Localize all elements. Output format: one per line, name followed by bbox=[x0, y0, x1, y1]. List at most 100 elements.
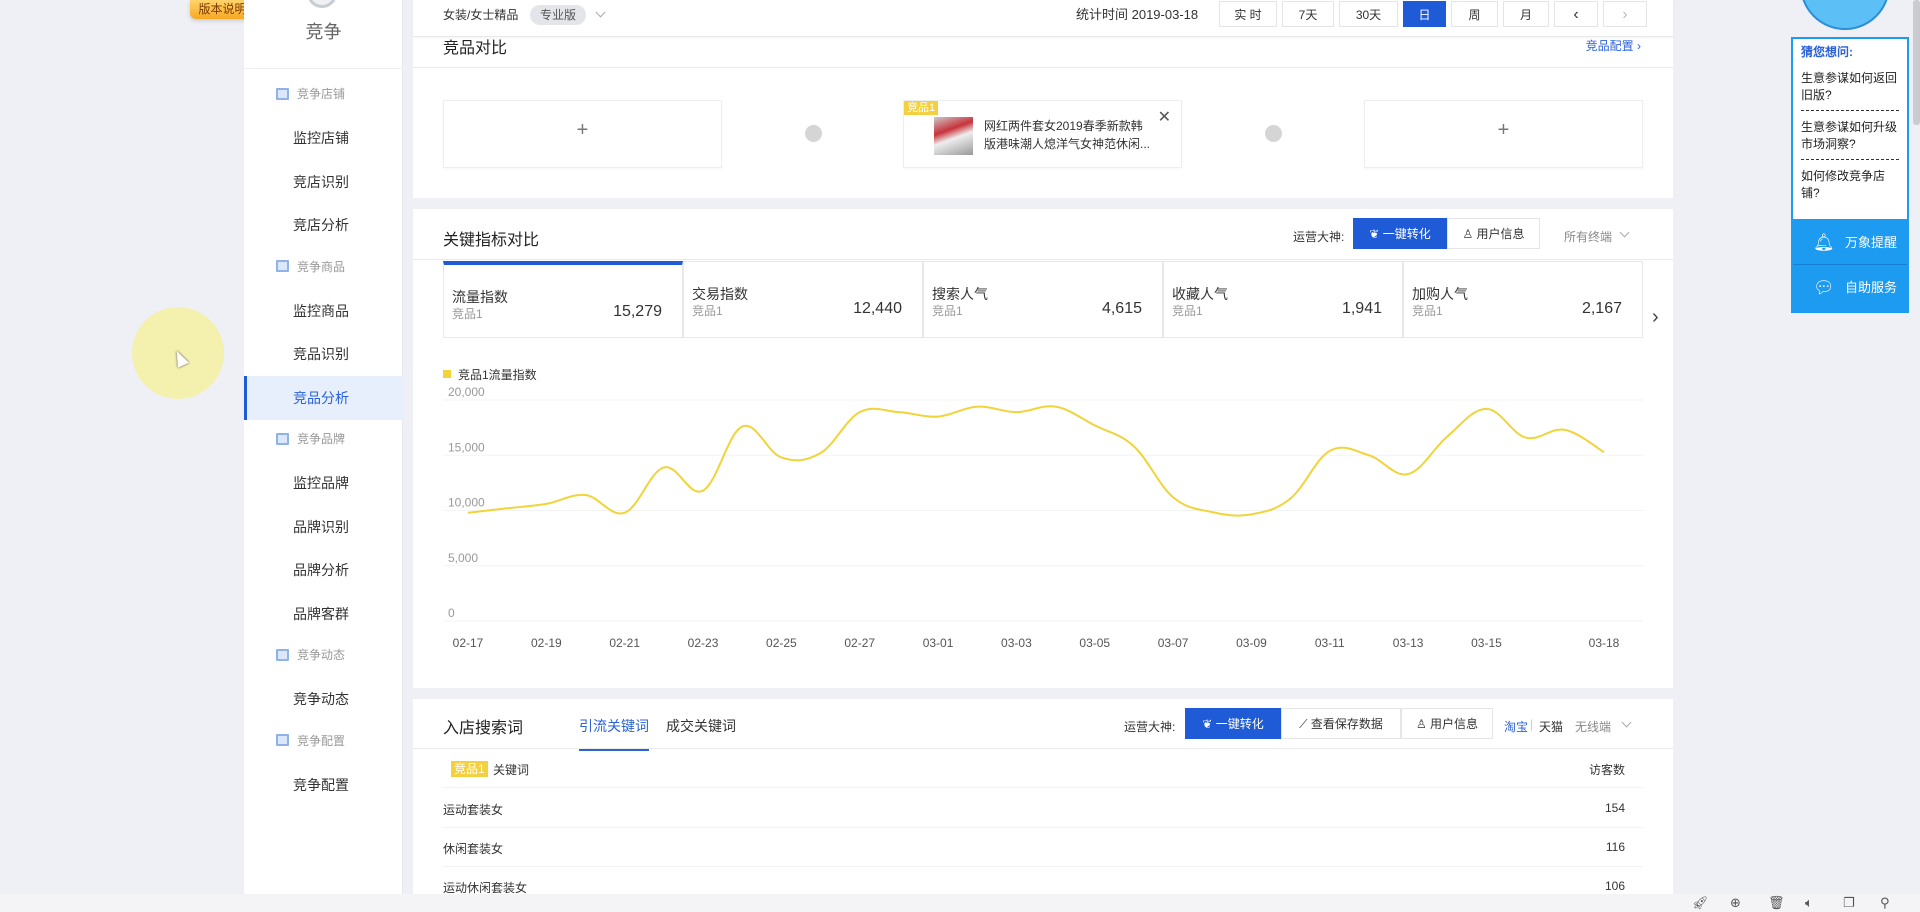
competitor-product-card[interactable]: 竞品1 网红两件套女2019春季新款韩版港味潮人熄洋气女神范休闲... ✕ bbox=[903, 100, 1182, 168]
tab-traffic-keywords[interactable]: 引流关键词 bbox=[579, 716, 649, 751]
range-button[interactable]: 日 bbox=[1403, 1, 1446, 27]
mascot-icon[interactable] bbox=[1800, 0, 1890, 30]
sidebar-group: 竞争品牌 bbox=[276, 430, 345, 447]
chevron-down-icon[interactable] bbox=[1621, 717, 1632, 728]
add-competitor-slot[interactable]: + bbox=[1364, 100, 1643, 168]
sidebar-item[interactable]: 竞品识别 bbox=[293, 346, 349, 362]
x-tick-label: 03-18 bbox=[1589, 636, 1620, 650]
range-button[interactable]: 7天 bbox=[1282, 1, 1334, 27]
platform-taobao[interactable]: 淘宝 bbox=[1504, 720, 1529, 734]
trash-icon[interactable]: 🗑︎ bbox=[1768, 895, 1785, 910]
prev-date-button[interactable]: ‹ bbox=[1554, 1, 1598, 27]
tab-deal-keywords[interactable]: 成交关键词 bbox=[666, 718, 736, 734]
metric-tab[interactable]: 收藏人气 竞品1 1,941 bbox=[1163, 261, 1403, 338]
metric-name: 搜索人气 bbox=[932, 286, 988, 302]
button-label: 自助服务 bbox=[1845, 280, 1898, 295]
metric-tab[interactable]: 交易指数 竞品1 12,440 bbox=[683, 261, 923, 338]
sidebar-item[interactable]: 监控商品 bbox=[293, 302, 349, 319]
convert-icon: ❦ bbox=[1369, 227, 1383, 241]
rocket-icon[interactable]: 🚀︎ bbox=[1692, 895, 1709, 910]
sidebar-item[interactable]: 竞争动态 bbox=[293, 691, 349, 707]
x-tick-label: 03-05 bbox=[1079, 636, 1110, 650]
category-selector[interactable]: 女装/女士精品 bbox=[443, 8, 519, 22]
card-title: 竞品对比 bbox=[443, 40, 508, 57]
view-saved-data-button[interactable]: ⟋ 查看保存数据 bbox=[1281, 708, 1401, 739]
y-tick-label: 15,000 bbox=[448, 440, 485, 454]
sidebar-item[interactable]: 监控店铺 bbox=[293, 130, 349, 146]
metric-tab[interactable]: 搜索人气 竞品1 4,615 bbox=[923, 261, 1163, 338]
metric-sub: 竞品1 bbox=[1412, 304, 1443, 318]
speaker-icon[interactable]: 🔈︎ bbox=[1805, 895, 1813, 910]
vs-icon bbox=[1265, 125, 1282, 142]
traffic-index-chart: 竞品1流量指数 0 5,000 10,000 15,000 20,000 02-17 02-1… bbox=[443, 367, 1643, 650]
button-label: 万象提醒 bbox=[1845, 235, 1898, 250]
help-question[interactable]: 生意参谋如何返回旧版? bbox=[1801, 70, 1899, 111]
sidebar-item[interactable]: 竞品分析 bbox=[244, 375, 403, 420]
self-service-button[interactable]: 💬︎ 自助服务 bbox=[1793, 266, 1907, 310]
x-tick-label: 02-23 bbox=[688, 636, 719, 650]
card-title: 入店搜索词 bbox=[443, 720, 524, 737]
sidebar-item[interactable]: 竞争配置 bbox=[293, 776, 349, 793]
product-name[interactable]: 网红两件套女2019春季新款韩版港味潮人熄洋气女神范休闲... bbox=[984, 119, 1151, 151]
sidebar-item[interactable]: 竞店分析 bbox=[293, 217, 349, 233]
sidebar-group: 竞争店铺 bbox=[276, 85, 345, 102]
metric-tab[interactable]: 加购人气 竞品1 2,167 bbox=[1403, 261, 1643, 338]
sidebar: 竞争 竞争店铺 监控店铺 竞店识别 竞店分析 竞争商品 监控商品 竞品识别 竞品分析 竞争品牌监… bbox=[244, 0, 403, 894]
button-label: 查看保存数据 bbox=[1310, 717, 1383, 731]
remind-button[interactable]: 🔔︎ 万象提醒 bbox=[1793, 221, 1907, 265]
add-circle-icon[interactable]: ⊕ bbox=[1730, 895, 1741, 910]
metrics-next-arrow[interactable]: › bbox=[1652, 306, 1659, 328]
close-icon[interactable]: ✕ bbox=[1157, 109, 1171, 126]
sidebar-title: 竞争 bbox=[305, 22, 342, 42]
search-icon[interactable]: ⚲ bbox=[1880, 895, 1890, 910]
scrollbar[interactable] bbox=[1913, 0, 1920, 125]
sidebar-item[interactable]: 品牌客群 bbox=[293, 605, 349, 622]
user-info-button[interactable]: ♙ 用户信息 bbox=[1447, 218, 1540, 249]
building-icon bbox=[276, 648, 289, 661]
visitor-count: 106 bbox=[1604, 879, 1625, 893]
col-visitors: 访客数 bbox=[1588, 763, 1625, 777]
product-thumbnail bbox=[934, 117, 973, 155]
range-button[interactable]: 30天 bbox=[1339, 1, 1398, 27]
metric-tab[interactable]: 流量指数 竞品1 15,279 bbox=[443, 261, 683, 338]
x-tick-label: 03-01 bbox=[923, 636, 954, 650]
sidebar-item[interactable]: 品牌识别 bbox=[293, 518, 349, 535]
add-competitor-slot[interactable]: + bbox=[443, 100, 722, 168]
terminal-select[interactable]: 所有终端 bbox=[1564, 230, 1613, 244]
metric-name: 收藏人气 bbox=[1172, 286, 1228, 302]
chevron-down-icon[interactable] bbox=[1619, 227, 1630, 238]
table-row[interactable]: 休闲套装女 116 bbox=[443, 828, 1643, 867]
table-row[interactable]: 运动套装女 154 bbox=[443, 789, 1643, 828]
metric-value: 12,440 bbox=[853, 300, 902, 317]
competition-icon bbox=[307, 0, 337, 8]
user-icon: ♙ bbox=[1415, 717, 1431, 731]
one-click-convert-button[interactable]: ❦ 一键转化 bbox=[1185, 708, 1281, 739]
search-keywords-card: 入店搜索词 引流关键词 成交关键词 运营大神: ❦ 一键转化 ⟋ 查看保存数据 … bbox=[413, 699, 1673, 894]
user-icon: ♙ bbox=[1462, 227, 1477, 241]
sidebar-item[interactable]: 竞店识别 bbox=[293, 173, 349, 190]
vs-icon bbox=[805, 125, 822, 142]
chat-icon: 💬︎ bbox=[1813, 278, 1835, 297]
building-icon bbox=[276, 87, 289, 100]
user-info-button[interactable]: ♙ 用户信息 bbox=[1401, 708, 1493, 739]
competitor-config-link[interactable]: 竞品配置 › bbox=[1585, 39, 1641, 53]
edition-badge[interactable]: 专业版 bbox=[530, 5, 587, 25]
version-notes-badge[interactable]: 版本说明 bbox=[190, 0, 255, 19]
range-button[interactable]: 实 时 bbox=[1219, 1, 1277, 27]
help-question[interactable]: 生意参谋如何升级市场洞察? bbox=[1801, 119, 1899, 160]
next-date-button[interactable]: › bbox=[1603, 1, 1647, 27]
ops-label: 运营大神: bbox=[1124, 720, 1176, 734]
sidebar-item[interactable]: 品牌分析 bbox=[293, 562, 349, 578]
terminal-select[interactable]: 无线端 bbox=[1575, 720, 1612, 734]
platform-tmall[interactable]: 天猫 bbox=[1539, 720, 1564, 734]
range-button[interactable]: 月 bbox=[1503, 1, 1549, 27]
legend-label: 竞品1流量指数 bbox=[458, 367, 537, 382]
chevron-down-icon[interactable] bbox=[595, 7, 606, 18]
range-button[interactable]: 周 bbox=[1451, 1, 1498, 27]
help-question[interactable]: 如何修改竞争店铺? bbox=[1801, 169, 1886, 200]
sidebar-item[interactable]: 监控品牌 bbox=[293, 475, 349, 491]
one-click-convert-button[interactable]: ❦ 一键转化 bbox=[1353, 218, 1447, 249]
y-tick-label: 10,000 bbox=[448, 496, 485, 510]
window-icon[interactable]: ❐ bbox=[1843, 895, 1855, 910]
table-row[interactable]: 运动休闲套装女 106 bbox=[443, 867, 1643, 894]
